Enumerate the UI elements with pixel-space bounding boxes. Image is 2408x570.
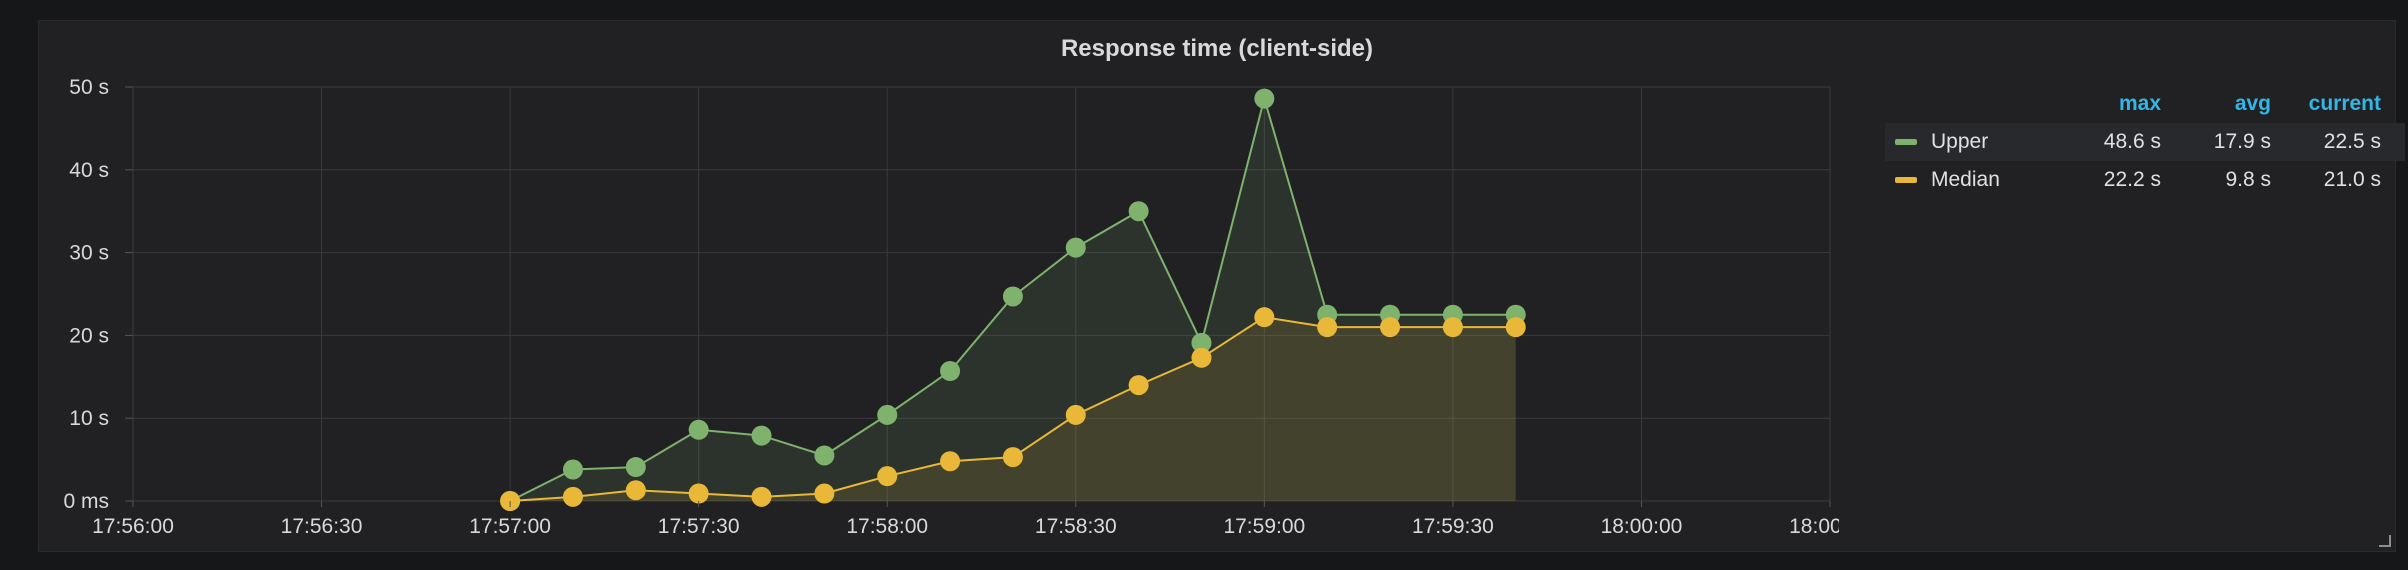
legend-value-max: 48.6 s (2103, 130, 2161, 153)
legend-value-current: 21.0 s (2323, 168, 2381, 191)
point-median (940, 451, 961, 472)
legend-value-avg: 9.8 s (2225, 168, 2271, 191)
point-upper (877, 404, 898, 425)
graph-panel: Response time (client-side) 0 ms 10 s 20 s… (38, 20, 2405, 553)
point-median (751, 486, 772, 507)
y-tick-label: 20 s (69, 324, 109, 347)
point-median (1442, 317, 1463, 338)
point-median (1505, 317, 1526, 338)
point-median (1002, 447, 1023, 468)
point-median (1254, 307, 1275, 328)
y-axis: 0 ms 10 s 20 s 30 s 40 s 50 s (63, 76, 133, 513)
point-upper (751, 425, 772, 446)
x-axis: 17:56:00 17:56:30 17:57:00 17:57:30 17:58:00… (92, 501, 1839, 538)
point-median (1191, 347, 1212, 368)
x-tick-label: 18:00:30 (1789, 515, 1839, 538)
point-upper (625, 457, 646, 478)
point-median (814, 483, 835, 504)
point-median (1065, 404, 1086, 425)
legend-header-current[interactable]: current (2308, 92, 2381, 115)
x-tick-label: 17:56:00 (92, 515, 174, 538)
x-tick-label: 17:59:30 (1412, 515, 1494, 538)
y-tick-label: 40 s (69, 159, 109, 182)
legend-value-max: 22.2 s (2103, 168, 2161, 191)
legend-row-median[interactable]: Median 22.2 s 9.8 s 21.0 s (1885, 161, 2405, 199)
response-time-chart[interactable]: 0 ms 10 s 20 s 30 s 40 s 50 s 17:56:00 17:56:3… (39, 21, 1839, 553)
legend-swatch-median[interactable] (1895, 177, 1917, 183)
point-median (877, 466, 898, 487)
chart-grid (132, 86, 1831, 502)
legend-swatch-upper[interactable] (1895, 139, 1917, 145)
resize-handle[interactable] (2379, 535, 2391, 547)
y-tick-label: 0 ms (63, 490, 109, 513)
point-upper (1254, 88, 1275, 109)
point-median (1128, 375, 1149, 396)
point-upper (1191, 332, 1212, 353)
point-median (562, 486, 583, 507)
legend-header-avg[interactable]: avg (2234, 92, 2271, 115)
y-tick-label: 10 s (69, 407, 109, 430)
x-tick-label: 17:59:00 (1223, 515, 1305, 538)
legend-value-avg: 17.9 s (2213, 130, 2271, 153)
point-median (1380, 317, 1401, 338)
legend-series-name[interactable]: Upper (1931, 130, 1989, 153)
point-upper (1002, 286, 1023, 307)
panel-title[interactable]: Response time (client-side) (1060, 35, 1374, 62)
point-median (1317, 317, 1338, 338)
point-median (625, 480, 646, 501)
point-upper (1128, 201, 1149, 222)
x-tick-label: 18:00:00 (1601, 515, 1683, 538)
x-tick-label: 17:57:00 (469, 515, 551, 538)
point-upper (814, 445, 835, 466)
y-tick-label: 50 s (69, 76, 109, 99)
x-tick-label: 17:56:30 (281, 515, 363, 538)
area-median (510, 317, 1516, 501)
point-upper (1065, 237, 1086, 258)
point-upper (688, 419, 709, 440)
point-median (688, 483, 709, 504)
legend-value-current: 22.5 s (2323, 130, 2381, 153)
legend: max avg current Upper 48.6 s 17.9 s 22.5… (1885, 85, 2405, 199)
point-upper (562, 459, 583, 480)
legend-series-name[interactable]: Median (1931, 168, 2000, 191)
legend-header: max avg current (1885, 85, 2405, 123)
x-tick-label: 17:58:30 (1035, 515, 1117, 538)
x-tick-label: 17:58:00 (846, 515, 928, 538)
legend-row-upper[interactable]: Upper 48.6 s 17.9 s 22.5 s (1885, 123, 2405, 161)
y-tick-label: 30 s (69, 242, 109, 265)
x-tick-label: 17:57:30 (658, 515, 740, 538)
point-upper (940, 361, 961, 382)
legend-header-max[interactable]: max (2118, 92, 2161, 115)
